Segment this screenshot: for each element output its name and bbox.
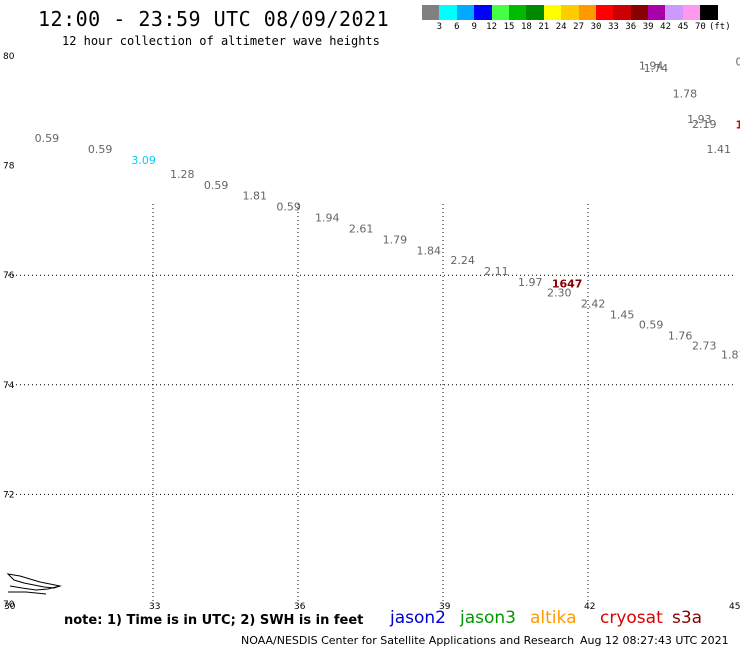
wave-height-label: 1.97	[518, 276, 543, 289]
credit-text: NOAA/NESDIS Center for Satellite Applica…	[241, 634, 575, 647]
map-title: 12:00 - 23:59 UTC 08/09/2021	[38, 7, 390, 31]
legend-label: 12	[486, 22, 498, 32]
legend-label: 6	[454, 22, 460, 32]
lon-label: 36	[294, 602, 306, 612]
lat-label: 80	[3, 52, 15, 62]
legend-swatch	[526, 5, 544, 20]
legend-swatch	[439, 5, 457, 20]
color-legend	[422, 5, 718, 20]
wave-height-label: 0.59	[204, 179, 229, 192]
legend-swatch	[648, 5, 666, 20]
lat-label: 78	[3, 162, 15, 172]
legend-label: 18	[520, 22, 532, 32]
wave-height-label: 2.42	[581, 298, 606, 311]
wave-height-label: 1.94	[315, 212, 340, 225]
wave-height-label: 1.93	[687, 113, 712, 126]
grid-lines	[8, 203, 733, 604]
legend-label: 30	[590, 22, 602, 32]
lon-label: 30	[4, 602, 16, 612]
timestamp: Aug 12 08:27:43 UTC 2021	[580, 634, 729, 647]
coastline	[6, 573, 62, 595]
legend-swatch	[682, 5, 701, 20]
wave-height-label: 2.24	[450, 254, 475, 267]
satellite-s3a: s3a	[672, 608, 703, 628]
legend-label: 42	[660, 22, 672, 32]
legend-swatch	[508, 5, 527, 20]
legend-label: 39	[642, 22, 654, 32]
satellite-jason2: jason2	[390, 608, 446, 628]
legend-swatch	[456, 5, 475, 20]
wave-height-label: 1.76	[668, 329, 693, 342]
wave-height-label: 1.81	[243, 190, 268, 203]
wave-height-label: 1.79	[383, 234, 408, 247]
wave-height-label: 2.61	[349, 223, 374, 236]
legend-swatch	[595, 5, 614, 20]
wave-height-label: 1.84	[417, 245, 442, 258]
wave-height-label: 1.78	[673, 87, 698, 100]
lat-label: 76	[3, 271, 15, 281]
legend-swatch	[700, 5, 718, 20]
lat-label: 74	[3, 381, 15, 391]
wave-height-label: 1.41	[707, 143, 732, 156]
legend-label: 33	[607, 22, 619, 32]
wave-height-label: 2.19	[692, 118, 717, 131]
legend-label: 70	[694, 22, 706, 32]
wave-height-label: 1647	[552, 277, 583, 290]
legend-swatch	[474, 5, 492, 20]
wave-height-label: 2.11	[484, 265, 509, 278]
legend-label: 15	[503, 22, 515, 32]
legend-swatch	[561, 5, 579, 20]
wave-height-label: 2.73	[692, 339, 717, 352]
wave-height-label: 1.81	[721, 349, 740, 362]
satellite-jason3: jason3	[460, 608, 516, 628]
lon-label: 33	[149, 602, 160, 612]
legend-label: 21	[538, 22, 550, 32]
wave-height-label: 0.59	[639, 319, 664, 332]
wave-height-label: 130	[736, 119, 740, 132]
legend-label: 3	[436, 22, 443, 32]
legend-swatch	[543, 5, 562, 20]
wave-height-label: 3.09	[131, 154, 156, 167]
lon-label: 42	[584, 602, 595, 612]
lat-label: 72	[3, 490, 14, 500]
wave-height-label: 1.74	[644, 62, 669, 75]
lon-label: 39	[439, 602, 451, 612]
wave-height-label: 2.30	[547, 287, 572, 300]
legend-label: 24	[555, 22, 567, 32]
note-text: note: 1) Time is in UTC; 2) SWH is in fe…	[64, 613, 364, 628]
legend-label: 45	[677, 22, 689, 32]
wave-height-label: 0.5	[736, 55, 740, 68]
wave-height-label: 0.59	[88, 143, 113, 156]
legend-swatch	[422, 5, 440, 20]
legend-label: 9	[471, 22, 477, 32]
satellite-altika: altika	[530, 608, 577, 628]
wave-height-label: 1.28	[170, 168, 195, 181]
legend-swatch	[630, 5, 649, 20]
legend-label: 36	[625, 22, 637, 32]
legend-unit: (ft)	[708, 22, 731, 32]
legend-label: 27	[573, 22, 585, 32]
wave-height-label: 0.59	[276, 201, 301, 214]
satellite-cryosat: cryosat	[600, 608, 663, 628]
lat-label: 70	[3, 600, 15, 610]
wave-height-label: 1.45	[610, 309, 635, 322]
wave-height-label: 0.59	[35, 132, 60, 145]
legend-swatch	[613, 5, 631, 20]
map-subtitle: 12 hour collection of altimeter wave hei…	[62, 34, 380, 48]
wave-height-label: 1.94	[639, 59, 664, 72]
lon-label: 45	[729, 602, 740, 612]
legend-swatch	[491, 5, 509, 20]
legend-labels: 3 6 9 12 15 18 21 24 27 30 33 36 39 42 45 70 (ft)	[422, 22, 740, 34]
legend-swatch	[578, 5, 596, 20]
legend-swatch	[665, 5, 683, 20]
